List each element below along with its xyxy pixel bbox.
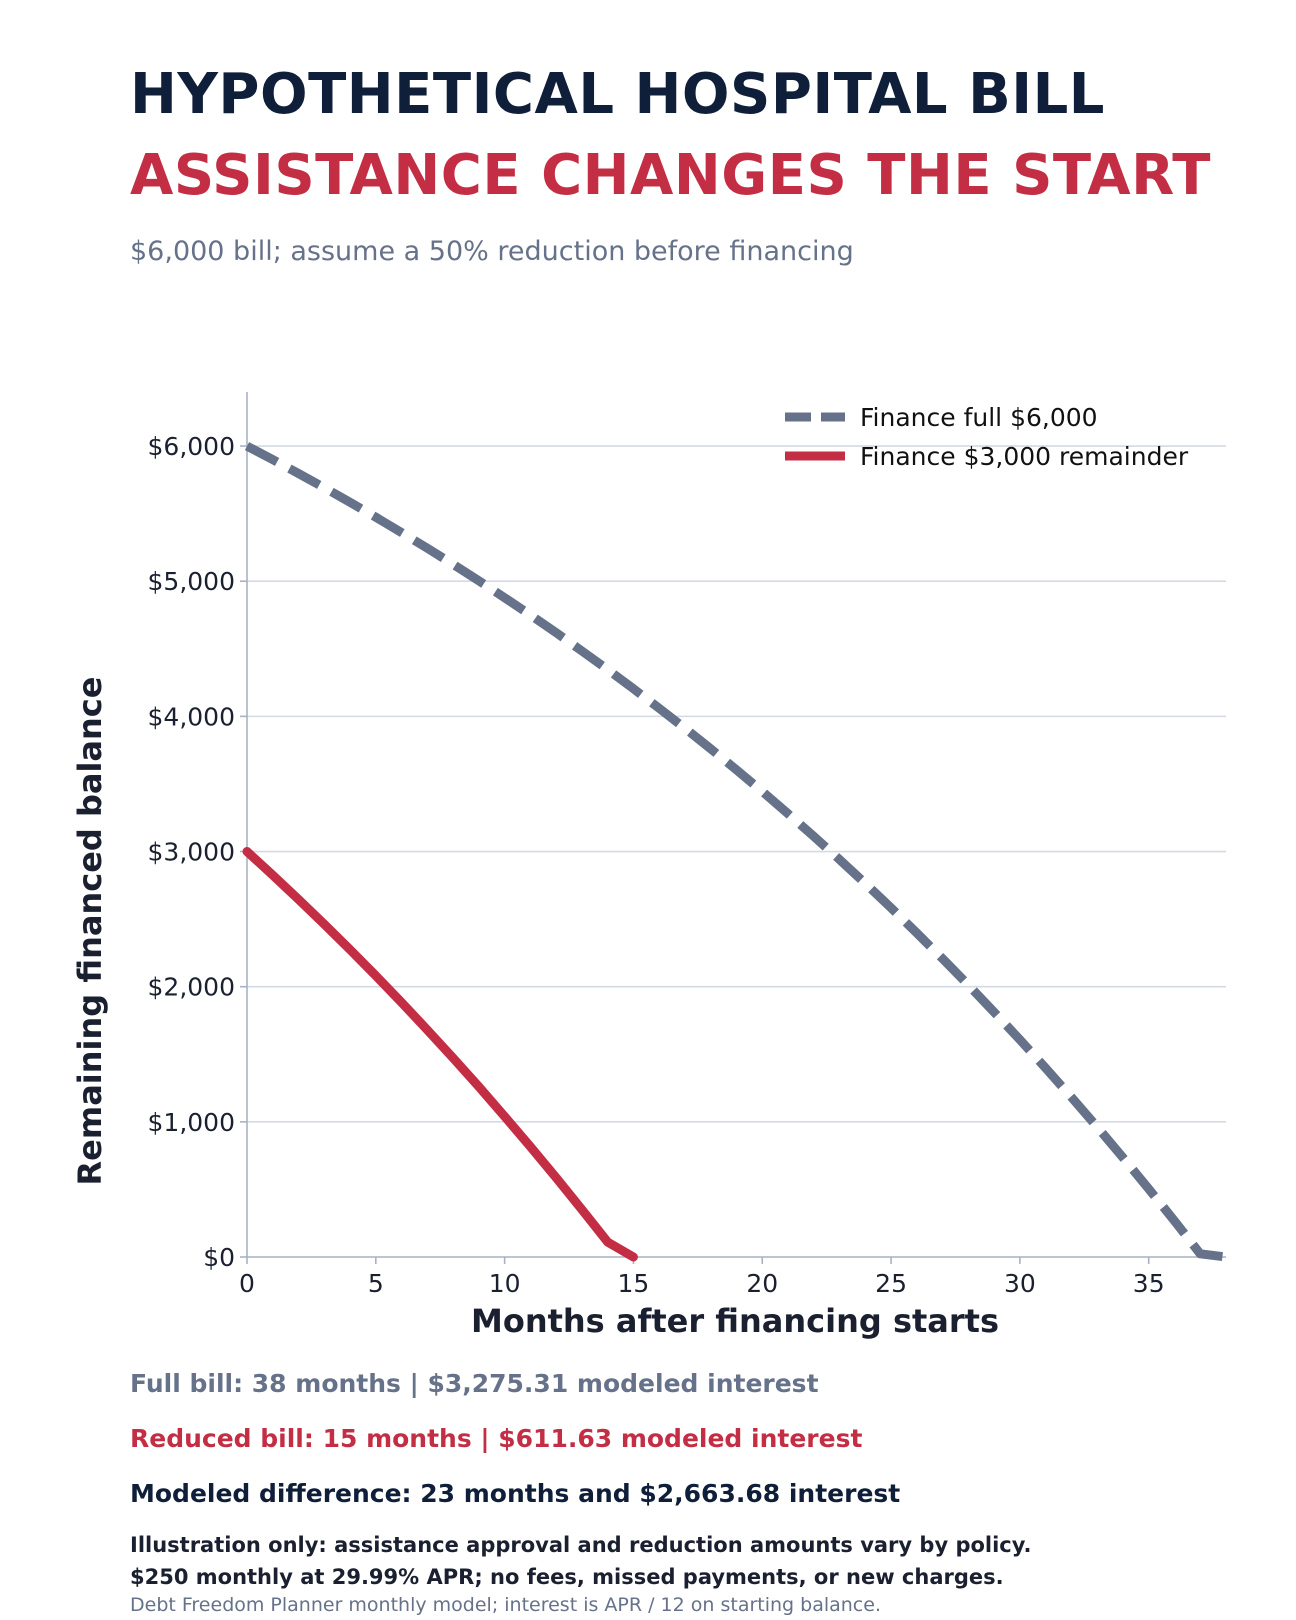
- balance-line-chart: $0 $1,000 $2,000 $3,000 $4,000 $5,000 $6,000 0 5…: [71, 392, 1227, 1340]
- y-tick-label: $1,000: [148, 1108, 235, 1137]
- y-tick-label: $3,000: [148, 838, 235, 867]
- tick-labels: $0 $1,000 $2,000 $3,000 $4,000 $5,000 $6,000 0 5…: [148, 432, 1165, 1298]
- x-tick-label: 35: [1133, 1269, 1165, 1298]
- x-axis-label: Months after financing starts: [471, 1302, 999, 1340]
- series-lines: [242, 442, 1227, 1262]
- y-tick-label: $6,000: [148, 432, 235, 461]
- x-tick-label: 0: [239, 1269, 255, 1298]
- difference-summary: Modeled difference: 23 months and $2,663…: [130, 1479, 901, 1508]
- x-tick-label: 30: [1004, 1269, 1036, 1298]
- chart-headline: ASSISTANCE CHANGES THE START: [130, 143, 1211, 208]
- y-tick-label: $2,000: [148, 973, 235, 1002]
- legend-label: Finance full $6,000: [860, 403, 1098, 432]
- y-tick-label: $0: [203, 1243, 235, 1272]
- y-tick-label: $4,000: [148, 702, 235, 731]
- legend-label: Finance $3,000 remainder: [860, 442, 1189, 471]
- series-line-reduced-bill: [242, 847, 638, 1262]
- series-line-full-bill: [244, 442, 1227, 1262]
- source-note: Debt Freedom Planner monthly model; inte…: [130, 1594, 881, 1616]
- full-bill-summary: Full bill: 38 months | $3,275.31 modeled…: [130, 1369, 819, 1398]
- y-tick-label: $5,000: [148, 567, 235, 596]
- reduced-bill-summary: Reduced bill: 15 months | $611.63 modele…: [130, 1424, 863, 1453]
- disclaimer-line-1: Illustration only: assistance approval a…: [130, 1533, 1032, 1557]
- legend: Finance full $6,000 Finance $3,000 remain…: [785, 403, 1189, 471]
- y-axis-label: Remaining financed balance: [71, 677, 109, 1186]
- x-tick-label: 25: [875, 1269, 907, 1298]
- x-tick-label: 5: [368, 1269, 384, 1298]
- grid-lines: [247, 445, 1226, 1123]
- chart-subtitle: $6,000 bill; assume a 50% reduction befo…: [130, 236, 854, 267]
- axes: [240, 392, 1226, 1264]
- chart-title: HYPOTHETICAL HOSPITAL BILL: [130, 62, 1105, 127]
- x-tick-label: 15: [618, 1269, 650, 1298]
- x-tick-label: 20: [746, 1269, 778, 1298]
- x-tick-label: 10: [489, 1269, 521, 1298]
- disclaimer-line-2: $250 monthly at 29.99% APR; no fees, mis…: [130, 1565, 1004, 1589]
